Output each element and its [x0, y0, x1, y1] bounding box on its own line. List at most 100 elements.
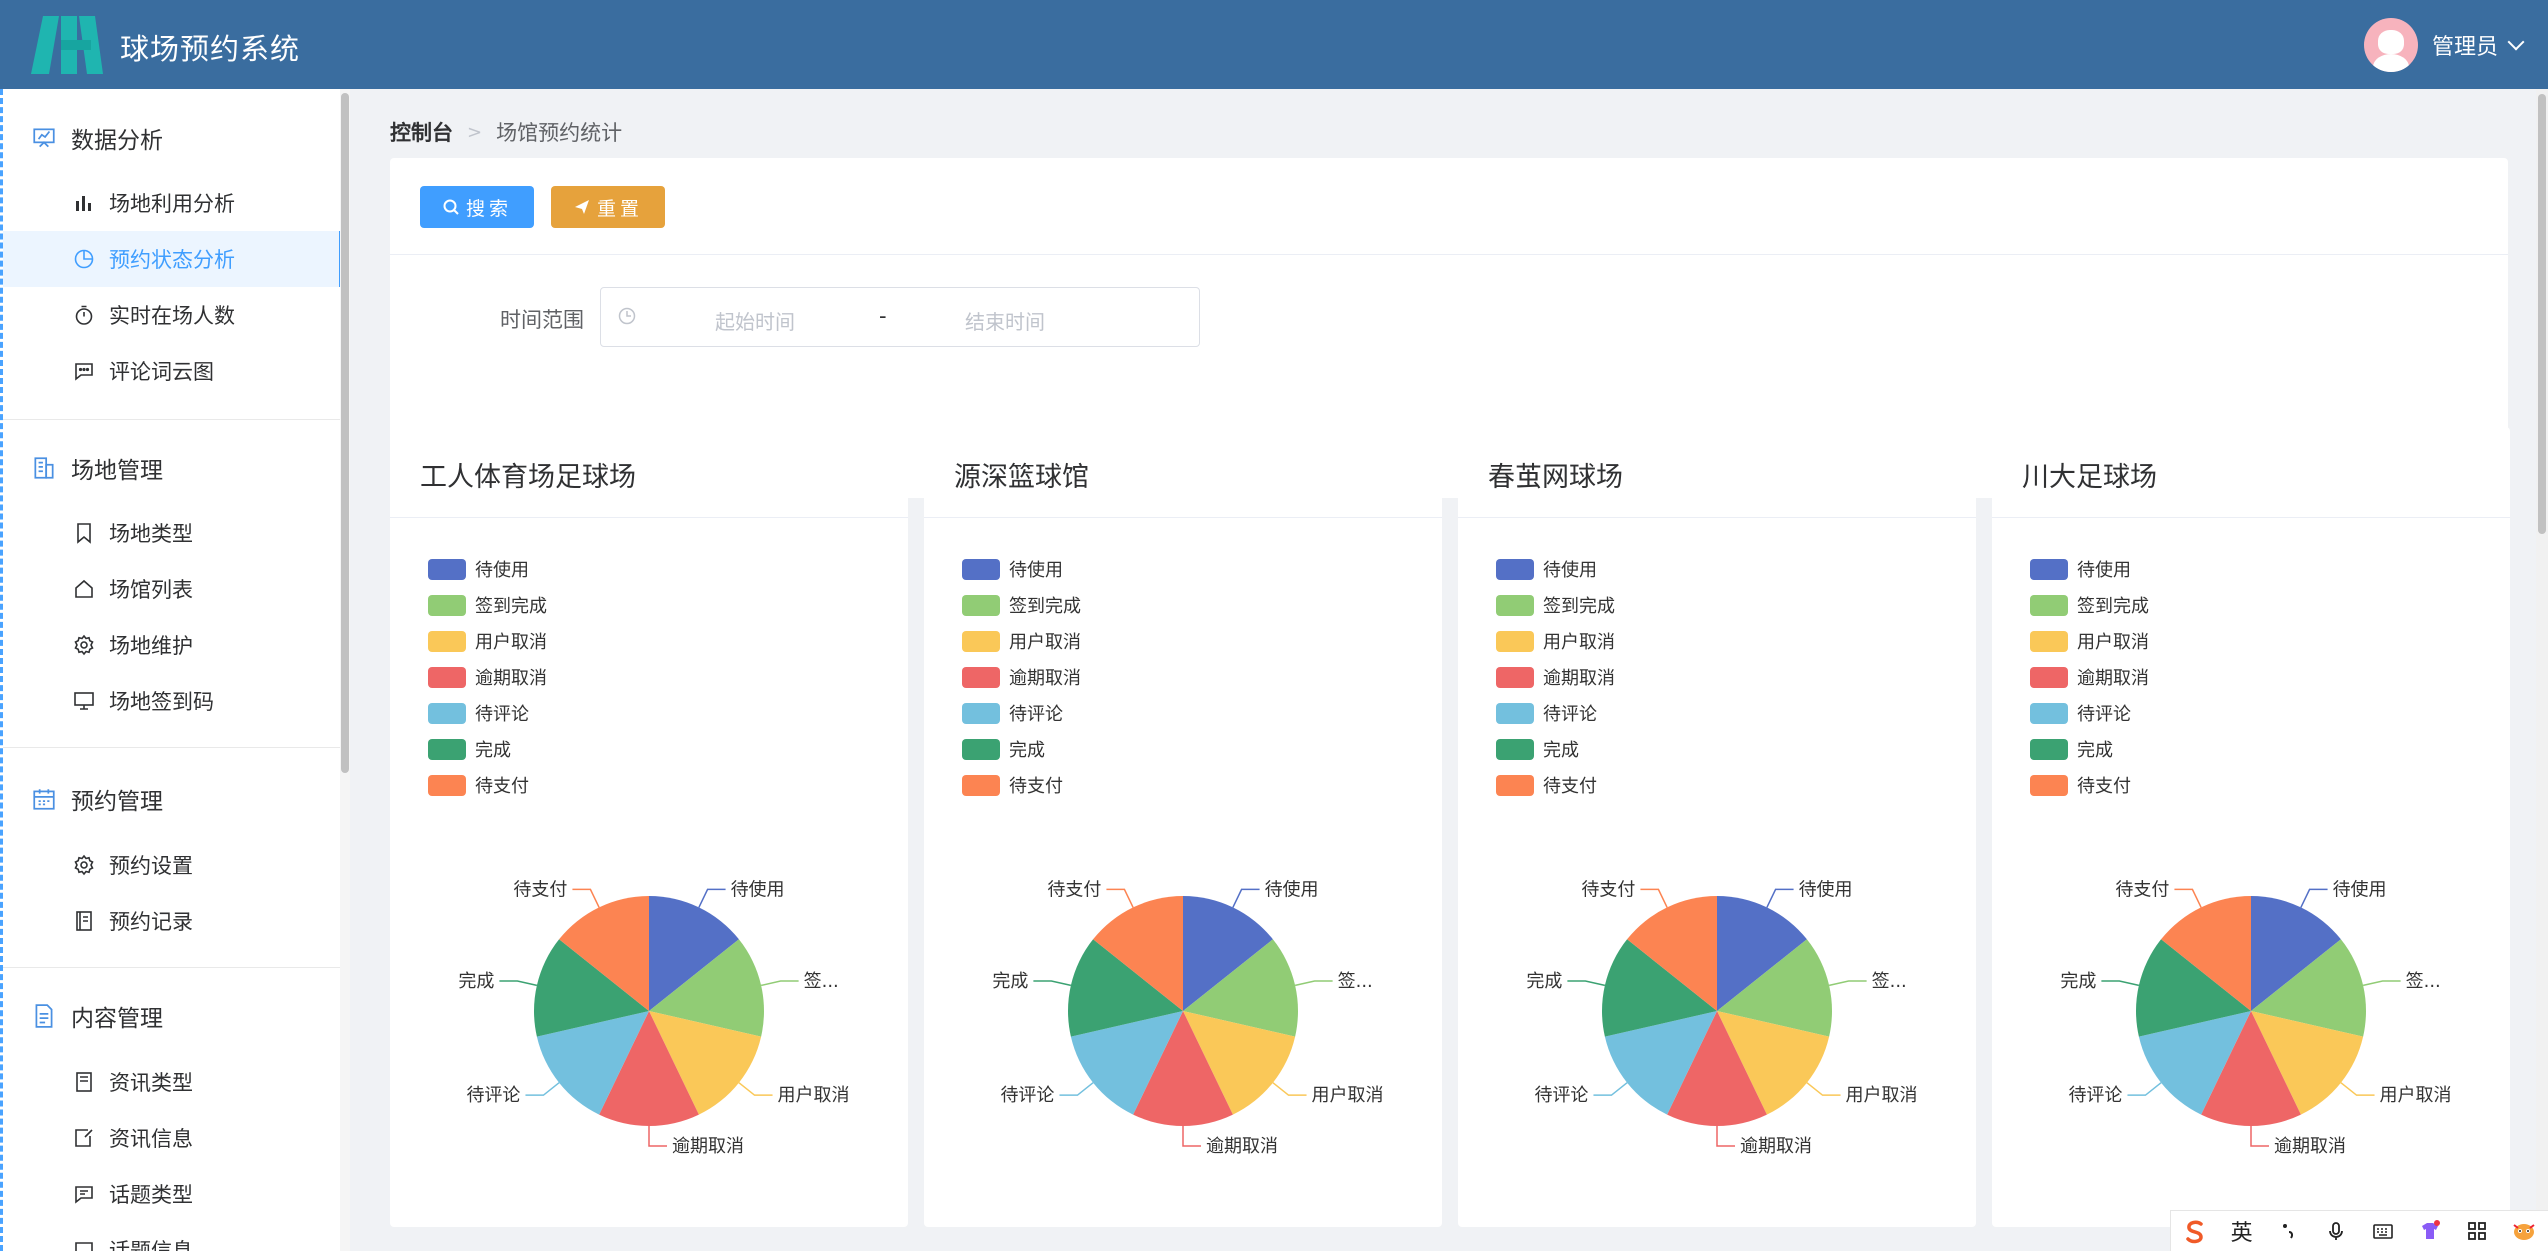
user-name[interactable]: 管理员 — [2431, 35, 2498, 60]
legend-item[interactable]: 用户取消 — [1496, 623, 1615, 659]
skin-icon[interactable] — [2415, 1219, 2445, 1243]
pie-slice[interactable] — [2251, 939, 2366, 1037]
legend-item[interactable]: 待使用 — [428, 551, 547, 587]
date-range-picker[interactable]: 起始时间 - 结束时间 — [600, 287, 1200, 347]
pie-slice[interactable] — [559, 896, 649, 1011]
sidebar-item-checkin-code[interactable]: 场地签到码 — [3, 673, 343, 729]
sidebar-item-booking-status[interactable]: 预约状态分析 — [3, 231, 343, 287]
chevron-down-icon[interactable] — [2507, 33, 2525, 51]
pie-slice[interactable] — [599, 1011, 699, 1126]
sidebar-item-topic-type[interactable]: 话题类型 — [3, 1166, 343, 1222]
sidebar-group-venue-management[interactable]: 场地管理 — [31, 451, 163, 485]
legend-item[interactable]: 签到完成 — [1496, 587, 1615, 623]
pie-slice[interactable] — [1183, 939, 1298, 1037]
pie-slice[interactable] — [1717, 939, 1832, 1037]
legend-item[interactable]: 完成 — [1496, 731, 1615, 767]
pie-slice[interactable] — [649, 939, 764, 1037]
legend-item[interactable]: 待支付 — [962, 767, 1081, 803]
user-menu[interactable]: 管理员 — [2363, 18, 2525, 72]
legend-item[interactable]: 待支付 — [428, 767, 547, 803]
legend-item[interactable]: 用户取消 — [962, 623, 1081, 659]
pie-slice[interactable] — [1070, 1011, 1183, 1115]
legend-item[interactable]: 用户取消 — [2030, 623, 2149, 659]
sidebar-item-venue-type[interactable]: 场地类型 — [3, 505, 343, 561]
search-button[interactable]: 搜索 — [420, 186, 534, 228]
pie-slice[interactable] — [1093, 896, 1183, 1011]
main-scroll-thumb[interactable] — [2538, 94, 2546, 534]
pie-slice[interactable] — [2136, 939, 2251, 1037]
avatar[interactable] — [2363, 18, 2418, 72]
legend-item[interactable]: 待评论 — [2030, 695, 2149, 731]
legend-item[interactable]: 完成 — [962, 731, 1081, 767]
punctuation-icon[interactable] — [2274, 1220, 2304, 1242]
pie-slice[interactable] — [1604, 1011, 1717, 1115]
sidebar-item-booking-settings[interactable]: 预约设置 — [3, 837, 343, 893]
reset-button[interactable]: 重置 — [551, 186, 665, 228]
pie-slice[interactable] — [649, 896, 739, 1011]
pie-slice[interactable] — [1183, 896, 1273, 1011]
legend-item[interactable]: 完成 — [428, 731, 547, 767]
end-time-input[interactable]: 结束时间 — [965, 310, 1045, 334]
pie-slice-label: 签... — [1338, 971, 1373, 992]
pie-slice[interactable] — [2138, 1011, 2251, 1115]
sidebar-scroll-thumb[interactable] — [341, 93, 349, 773]
pie-slice[interactable] — [534, 939, 649, 1037]
pie-slice[interactable] — [536, 1011, 649, 1115]
card-divider — [390, 517, 908, 518]
sidebar-item-venue-usage[interactable]: 场地利用分析 — [3, 175, 343, 231]
legend-item[interactable]: 待使用 — [1496, 551, 1615, 587]
pie-slice[interactable] — [1667, 1011, 1767, 1126]
microphone-icon[interactable] — [2321, 1220, 2351, 1242]
grid-menu-icon[interactable] — [2462, 1220, 2492, 1242]
keyboard-icon[interactable] — [2368, 1220, 2398, 1242]
pie-slice[interactable] — [1602, 939, 1717, 1037]
breadcrumb-home[interactable]: 控制台 — [390, 121, 453, 145]
legend-item[interactable]: 待评论 — [428, 695, 547, 731]
pie-slice[interactable] — [2201, 1011, 2301, 1126]
legend-item[interactable]: 完成 — [2030, 731, 2149, 767]
mascot-icon[interactable] — [2509, 1219, 2539, 1243]
sidebar-item-realtime-count[interactable]: 实时在场人数 — [3, 287, 343, 343]
sogou-logo-icon[interactable] — [2180, 1218, 2210, 1244]
legend-item[interactable]: 逾期取消 — [2030, 659, 2149, 695]
pie-label-line — [499, 980, 538, 987]
legend-item[interactable]: 待评论 — [1496, 695, 1615, 731]
sidebar-group-content-management[interactable]: 内容管理 — [31, 999, 163, 1033]
pie-slice[interactable] — [1183, 1011, 1296, 1115]
legend-item[interactable]: 逾期取消 — [428, 659, 547, 695]
start-time-input[interactable]: 起始时间 — [715, 310, 795, 334]
pie-slice[interactable] — [1717, 896, 1807, 1011]
sidebar-item-news-type[interactable]: 资讯类型 — [3, 1054, 343, 1110]
pie-slice[interactable] — [2161, 896, 2251, 1011]
ime-language-toggle[interactable]: 英 — [2230, 1221, 2253, 1246]
legend-item[interactable]: 签到完成 — [962, 587, 1081, 623]
legend-item[interactable]: 待使用 — [2030, 551, 2149, 587]
legend-item[interactable]: 签到完成 — [2030, 587, 2149, 623]
sidebar-item-word-cloud[interactable]: 评论词云图 — [3, 343, 343, 399]
pie-slice[interactable] — [649, 1011, 762, 1115]
pie-slice-label: 签... — [804, 971, 839, 992]
sidebar-item-venue-list[interactable]: 场馆列表 — [3, 561, 343, 617]
legend-item[interactable]: 用户取消 — [428, 623, 547, 659]
sidebar-item-news-info[interactable]: 资讯信息 — [3, 1110, 343, 1166]
legend-item[interactable]: 待支付 — [1496, 767, 1615, 803]
pie-slice[interactable] — [1627, 896, 1717, 1011]
legend-item[interactable]: 待支付 — [2030, 767, 2149, 803]
sidebar-group-booking-management[interactable]: 预约管理 — [31, 782, 163, 816]
sidebar-item-venue-maintenance[interactable]: 场地维护 — [3, 617, 343, 673]
pie-slice[interactable] — [1717, 1011, 1830, 1115]
legend-item[interactable]: 逾期取消 — [1496, 659, 1615, 695]
legend-item[interactable]: 逾期取消 — [962, 659, 1081, 695]
pie-slice[interactable] — [1068, 939, 1183, 1037]
legend-item[interactable]: 待评论 — [962, 695, 1081, 731]
legend-label: 用户取消 — [1009, 632, 1081, 653]
pie-slice[interactable] — [2251, 1011, 2364, 1115]
pie-slice[interactable] — [2251, 896, 2341, 1011]
sidebar-scrollbar[interactable] — [340, 89, 350, 1251]
legend-item[interactable]: 待使用 — [962, 551, 1081, 587]
sidebar-item-topic-info[interactable]: 话题信息 — [3, 1222, 343, 1251]
sidebar-item-booking-records[interactable]: 预约记录 — [3, 893, 343, 949]
sidebar-group-data-analysis[interactable]: 数据分析 — [31, 121, 163, 155]
pie-slice[interactable] — [1133, 1011, 1233, 1126]
legend-item[interactable]: 签到完成 — [428, 587, 547, 623]
